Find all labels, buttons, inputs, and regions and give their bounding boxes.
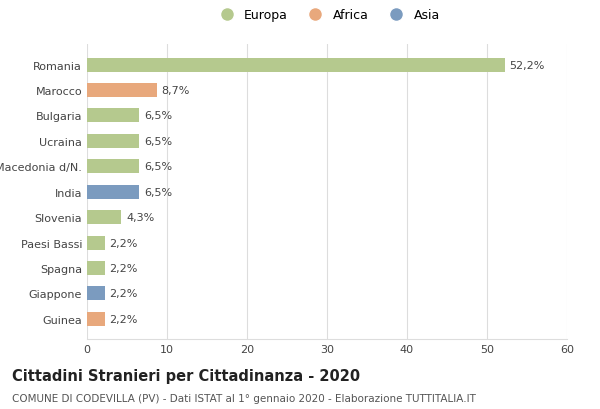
Text: 2,2%: 2,2% <box>109 314 138 324</box>
Text: 6,5%: 6,5% <box>144 137 172 146</box>
Bar <box>87 109 139 123</box>
Legend: Europa, Africa, Asia: Europa, Africa, Asia <box>209 4 445 27</box>
Text: 6,5%: 6,5% <box>144 162 172 172</box>
Bar <box>87 58 505 72</box>
Text: 8,7%: 8,7% <box>161 86 190 96</box>
Bar <box>87 135 139 148</box>
Bar <box>87 287 104 301</box>
Text: 2,2%: 2,2% <box>109 289 138 299</box>
Text: 2,2%: 2,2% <box>109 238 138 248</box>
Bar <box>87 312 104 326</box>
Text: 2,2%: 2,2% <box>109 263 138 273</box>
Text: Cittadini Stranieri per Cittadinanza - 2020: Cittadini Stranieri per Cittadinanza - 2… <box>12 368 360 383</box>
Bar <box>87 211 121 225</box>
Text: COMUNE DI CODEVILLA (PV) - Dati ISTAT al 1° gennaio 2020 - Elaborazione TUTTITAL: COMUNE DI CODEVILLA (PV) - Dati ISTAT al… <box>12 393 476 402</box>
Text: 6,5%: 6,5% <box>144 111 172 121</box>
Text: 4,3%: 4,3% <box>126 213 154 222</box>
Text: 6,5%: 6,5% <box>144 187 172 197</box>
Bar <box>87 185 139 199</box>
Bar <box>87 236 104 250</box>
Bar <box>87 84 157 98</box>
Text: 52,2%: 52,2% <box>509 61 545 70</box>
Bar <box>87 160 139 174</box>
Bar <box>87 261 104 275</box>
